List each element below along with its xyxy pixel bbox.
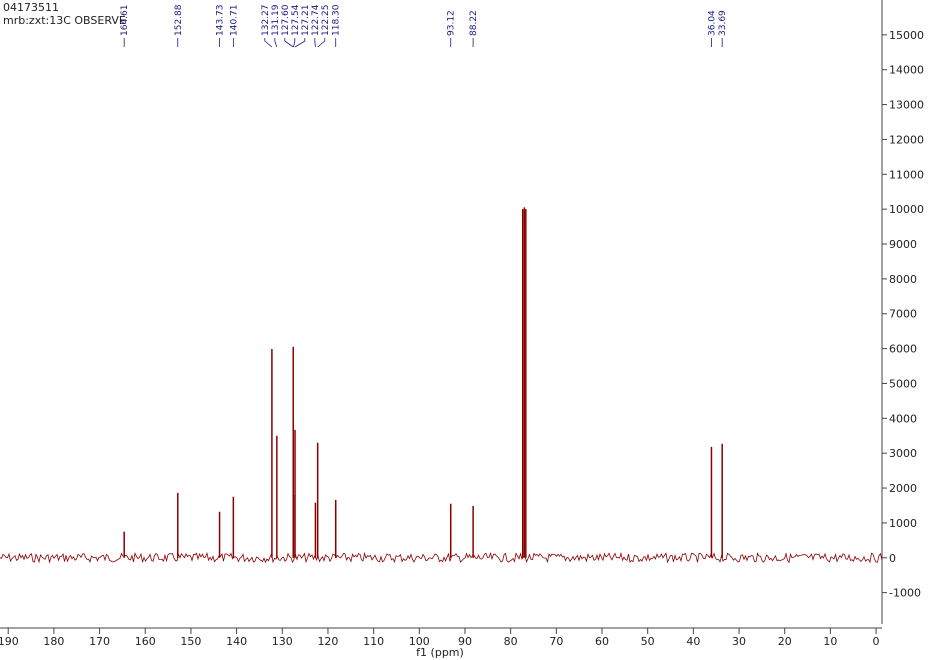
peak-label: 122.25 <box>321 5 331 37</box>
y-tick-label: 11000 <box>889 168 924 181</box>
y-tick-label: 12000 <box>889 133 924 146</box>
peak-label-connector <box>284 38 294 48</box>
y-tick-label: 10000 <box>889 203 924 216</box>
x-tick-label: 10 <box>823 635 837 648</box>
x-tick-label: 70 <box>549 635 563 648</box>
y-tick-label: 3000 <box>889 447 917 460</box>
peak-label-connector <box>274 38 278 48</box>
peak-label: 33.69 <box>718 10 728 36</box>
peak-label: 118.30 <box>332 4 342 36</box>
peak-label: 93.12 <box>447 10 457 36</box>
x-tick-label: 20 <box>778 635 792 648</box>
x-tick-label: 150 <box>180 635 201 648</box>
x-tick-label: 120 <box>317 635 338 648</box>
x-tick-label: 110 <box>363 635 384 648</box>
peak-label: 143.73 <box>216 5 226 37</box>
y-tick-label: 6000 <box>889 343 917 356</box>
y-tick-label: 15000 <box>889 29 924 42</box>
x-tick-label: 160 <box>135 635 156 648</box>
x-tick-label: 40 <box>686 635 700 648</box>
peak-label-connector <box>293 38 296 48</box>
x-tick-label: 50 <box>641 635 655 648</box>
peak-label: 127.60 <box>281 4 291 36</box>
peak-label: 127.54 <box>291 4 301 36</box>
y-tick-label: -1000 <box>889 587 921 600</box>
y-tick-label: 5000 <box>889 377 917 390</box>
peak-label: 152.88 <box>174 4 184 36</box>
peak-label: 131.19 <box>271 4 281 36</box>
x-tick-label: 30 <box>732 635 746 648</box>
x-tick-label: 130 <box>272 635 293 648</box>
y-tick-label: 0 <box>889 552 896 565</box>
peak-label-connector <box>294 38 306 48</box>
peak-label-connector <box>314 38 316 48</box>
baseline-noise <box>0 551 883 564</box>
y-tick-label: 2000 <box>889 482 917 495</box>
peak-label: 132.27 <box>261 5 271 37</box>
y-tick-label: 14000 <box>889 64 924 77</box>
x-tick-label: 0 <box>873 635 880 648</box>
x-tick-label: 140 <box>226 635 247 648</box>
peak-label: 36.04 <box>707 10 717 36</box>
y-tick-label: 13000 <box>889 99 924 112</box>
x-tick-label: 190 <box>0 635 19 648</box>
y-tick-label: 7000 <box>889 308 917 321</box>
chart-subtitle: mrb:zxt:13C OBSERVE <box>3 14 126 27</box>
peak-label: 88.22 <box>469 10 479 36</box>
x-tick-label: 100 <box>409 635 430 648</box>
y-tick-label: 9000 <box>889 238 917 251</box>
peak-label-connector <box>317 38 326 48</box>
y-tick-label: 8000 <box>889 273 917 286</box>
peak-label: 127.21 <box>301 5 311 37</box>
x-tick-label: 80 <box>504 635 518 648</box>
x-axis-label: f1 (ppm) <box>416 646 464 659</box>
x-tick-label: 90 <box>458 635 472 648</box>
peak-label: 122.74 <box>311 4 321 36</box>
peak-label-connector <box>264 38 273 48</box>
x-tick-label: 180 <box>43 635 64 648</box>
x-tick-label: 60 <box>595 635 609 648</box>
x-tick-label: 170 <box>89 635 110 648</box>
peak-label: 140.71 <box>229 5 239 37</box>
peak-label: 164.61 <box>120 5 130 37</box>
y-tick-label: 1000 <box>889 517 917 530</box>
chart-title: 04173511 <box>3 1 59 14</box>
y-tick-label: 4000 <box>889 412 917 425</box>
